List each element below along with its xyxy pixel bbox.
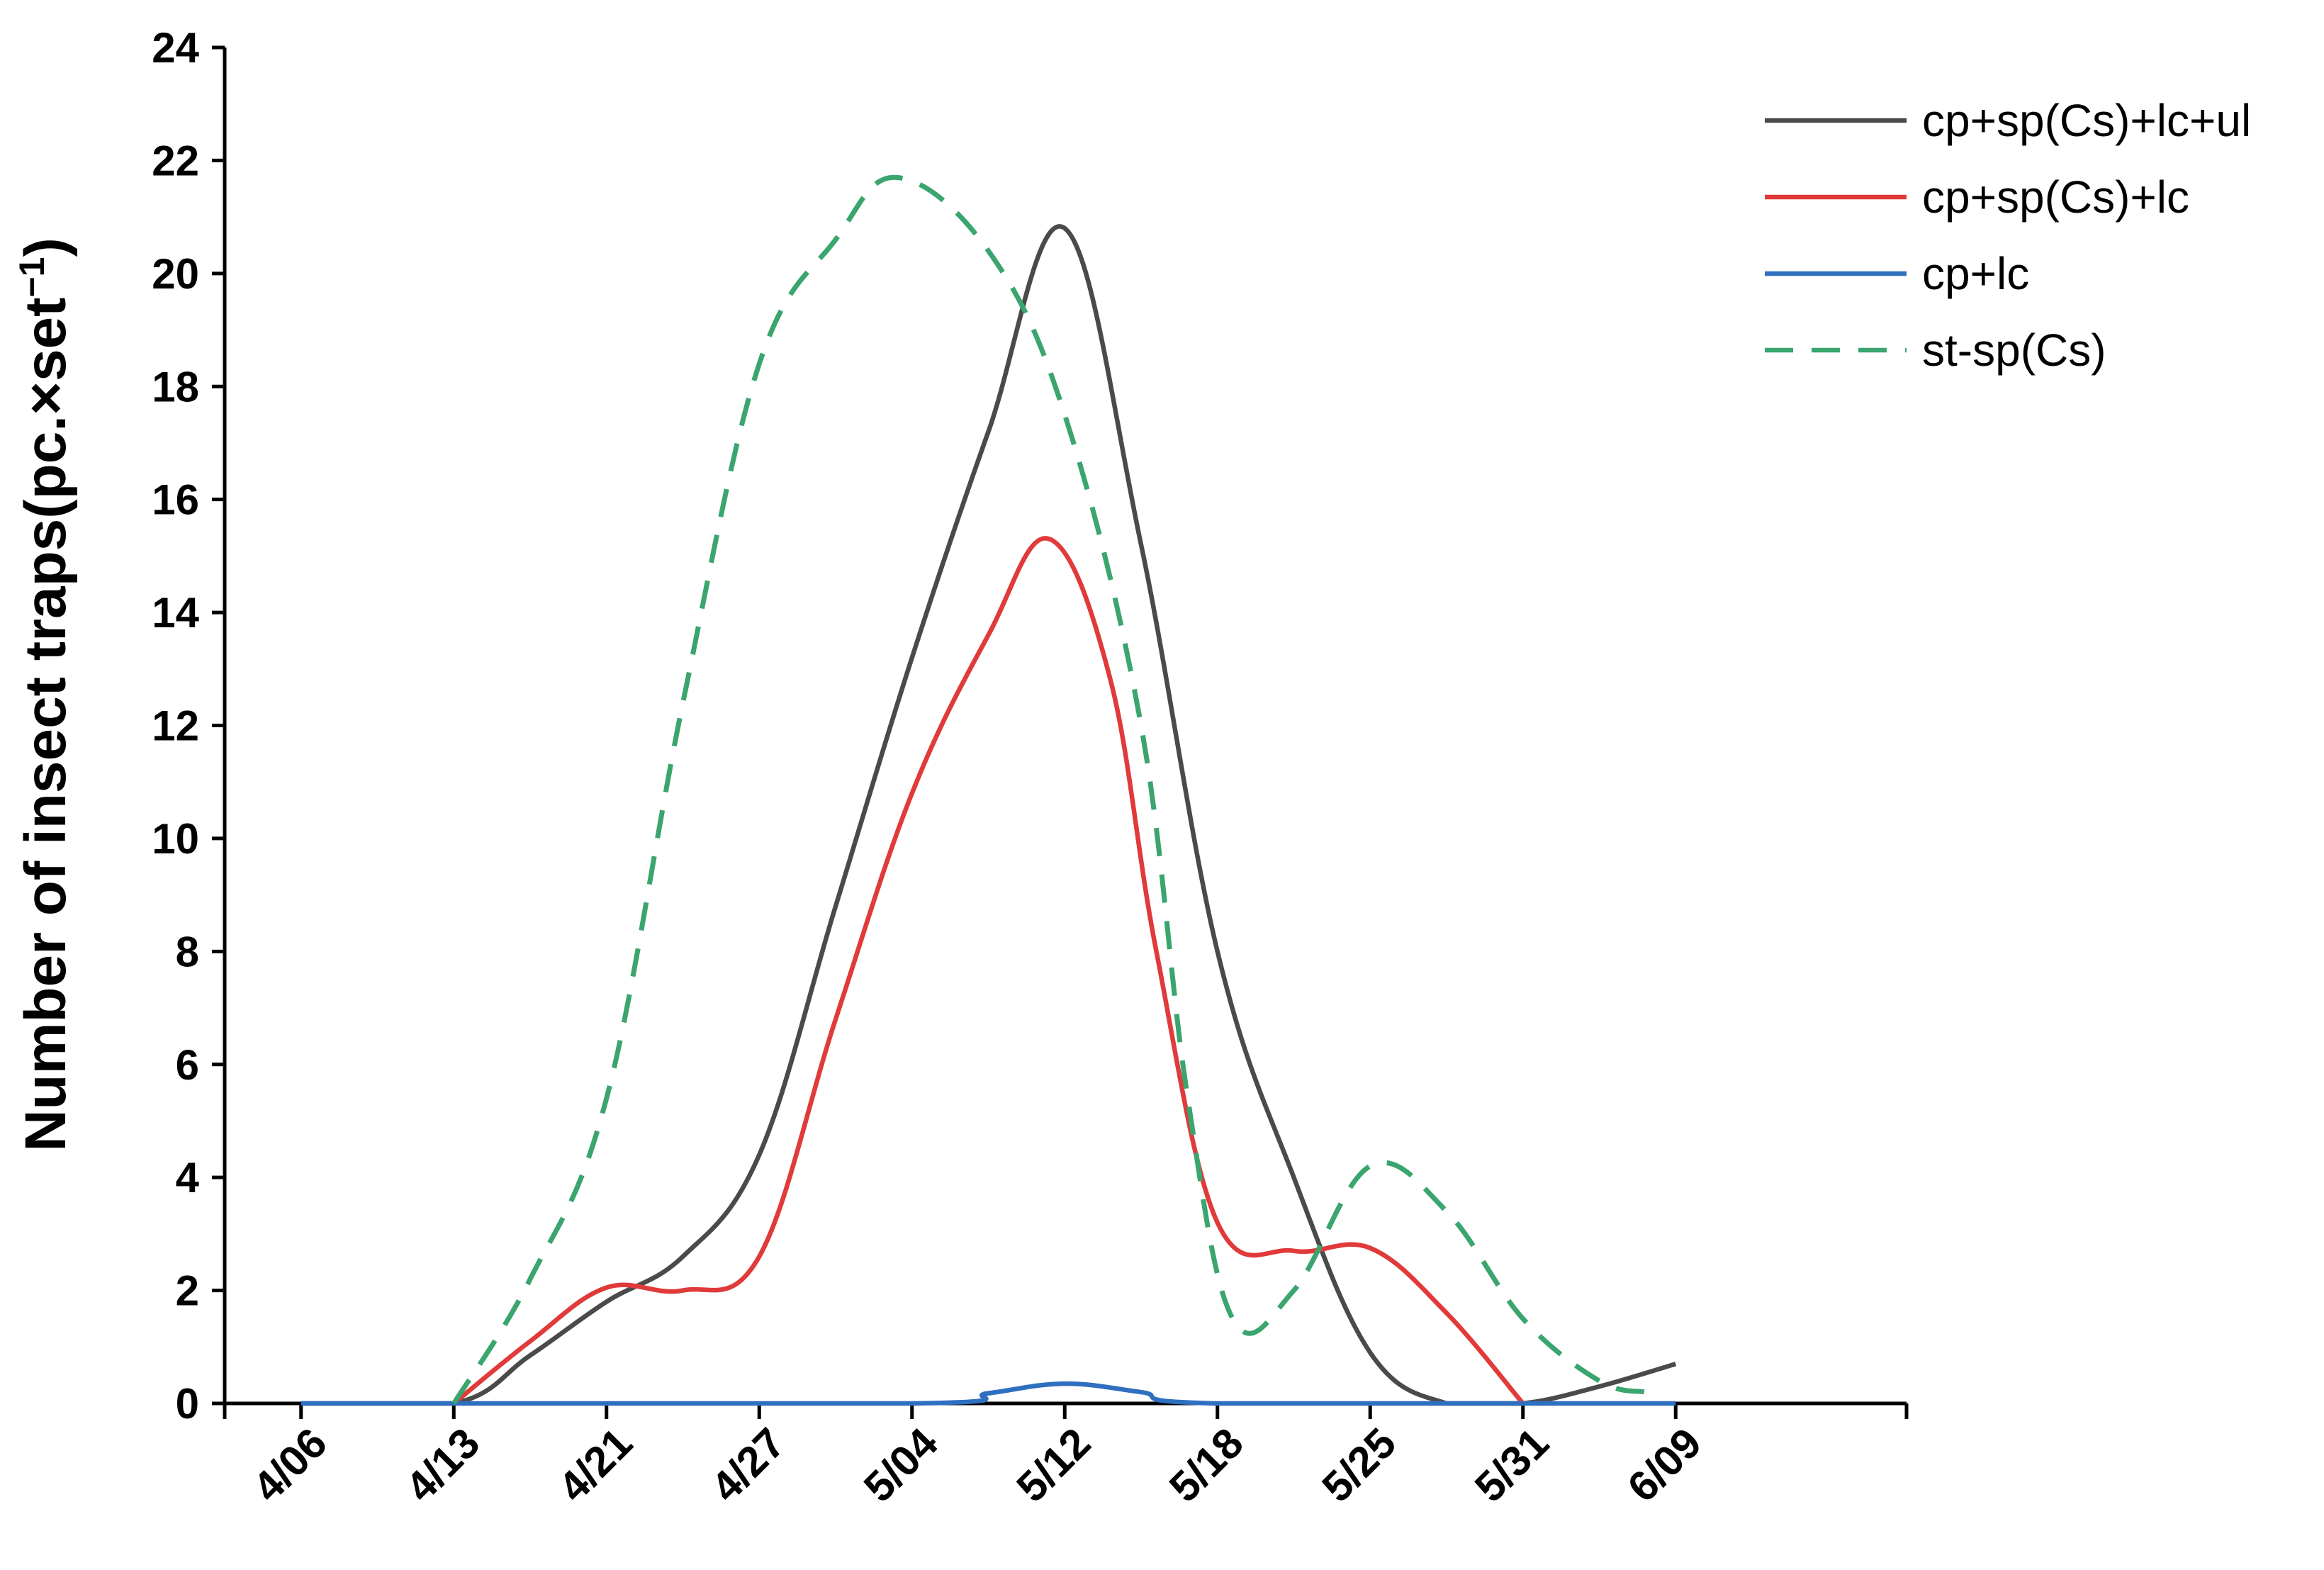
y-tick-label: 18 bbox=[152, 363, 199, 410]
y-axis-label-superscript: −1 bbox=[12, 257, 52, 298]
x-tick-label: 5/12 bbox=[1007, 1419, 1099, 1511]
y-axis-label: Number of insect traps(pc.×set−1) bbox=[12, 237, 78, 1152]
y-tick-label: 10 bbox=[152, 815, 199, 863]
y-tick-label: 12 bbox=[152, 702, 199, 750]
y-axis-label-close: ) bbox=[13, 237, 78, 257]
x-tick-label: 5/04 bbox=[855, 1418, 947, 1510]
series-line-2 bbox=[452, 536, 1525, 1406]
legend-label: st-sp(Cs) bbox=[1922, 325, 2106, 376]
x-tick-label: 6/09 bbox=[1618, 1419, 1710, 1511]
y-tick-label: 0 bbox=[176, 1380, 199, 1428]
legend-label: cp+sp(Cs)+lc bbox=[1922, 172, 2189, 223]
x-tick-label: 4/21 bbox=[549, 1419, 641, 1511]
x-tick-label: 5/25 bbox=[1313, 1419, 1405, 1511]
legend-label: cp+lc bbox=[1922, 248, 2029, 299]
y-tick-label: 20 bbox=[152, 250, 199, 298]
y-tick-label: 2 bbox=[176, 1267, 199, 1315]
y-tick-label: 6 bbox=[176, 1041, 199, 1089]
x-tick-label: 4/13 bbox=[396, 1419, 488, 1511]
x-tick-label: 4/27 bbox=[702, 1419, 794, 1511]
y-axis-label-main: Number of insect traps(pc.×set bbox=[13, 298, 78, 1152]
x-tick-label: 5/31 bbox=[1466, 1419, 1558, 1511]
y-tick-label: 4 bbox=[176, 1154, 200, 1201]
y-tick-label: 22 bbox=[152, 137, 199, 184]
legend-label: cp+sp(Cs)+lc+ul bbox=[1922, 95, 2251, 146]
series-line-4 bbox=[451, 174, 1646, 1405]
x-tick-label: 4/06 bbox=[244, 1419, 336, 1511]
y-tick-label: 8 bbox=[176, 928, 199, 975]
y-tick-label: 24 bbox=[152, 24, 199, 72]
x-tick-label: 5/18 bbox=[1160, 1419, 1252, 1511]
y-tick-label: 16 bbox=[152, 476, 199, 524]
series-lines bbox=[301, 174, 1677, 1406]
series-line-1 bbox=[301, 224, 1677, 1406]
y-tick-label: 14 bbox=[152, 589, 199, 637]
legend: cp+sp(Cs)+lc+ul cp+sp(Cs)+lc cp+lc st-sp(Cs… bbox=[1765, 95, 2251, 376]
series-line-3 bbox=[301, 1381, 1676, 1406]
